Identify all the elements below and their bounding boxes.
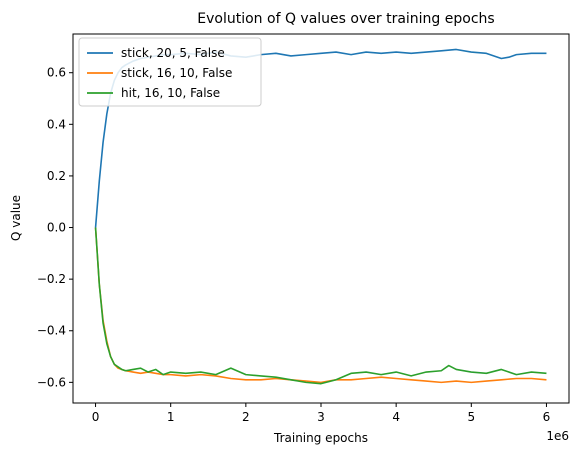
x-tick-label: 4 xyxy=(392,410,400,424)
y-tick-label: 0.0 xyxy=(47,221,66,235)
chart-title: Evolution of Q values over training epoc… xyxy=(197,11,494,27)
axis-ticks: 0 1 2 3 4 5 6 −0.6 −0.4 −0.2 0.0 0.2 0.4 0.6 xyxy=(37,66,550,424)
y-tick-label: −0.2 xyxy=(37,272,66,286)
legend-label-3: hit, 16, 10, False xyxy=(121,86,220,100)
series-line-3 xyxy=(94,227,547,385)
x-tick-label: 1 xyxy=(167,410,175,424)
y-axis-label: Q value xyxy=(9,195,23,241)
x-axis-offset-label: 1e6 xyxy=(546,429,569,443)
y-tick-label: 0.2 xyxy=(47,169,66,183)
x-tick-label: 2 xyxy=(242,410,250,424)
x-tick-label: 0 xyxy=(92,410,100,424)
legend-label-2: stick, 16, 10, False xyxy=(121,66,232,80)
x-tick-label: 6 xyxy=(543,410,551,424)
legend-label-1: stick, 20, 5, False xyxy=(121,46,225,60)
x-axis-label: Training epochs xyxy=(273,431,368,445)
y-tick-label: −0.4 xyxy=(37,324,66,338)
legend: stick, 20, 5, False stick, 16, 10, False h… xyxy=(78,37,262,107)
legend-box xyxy=(78,37,262,107)
x-tick-label: 5 xyxy=(467,410,475,424)
y-tick-label: −0.6 xyxy=(37,375,66,389)
x-tick-label: 3 xyxy=(317,410,325,424)
y-tick-label: 0.6 xyxy=(47,66,66,80)
y-tick-label: 0.4 xyxy=(47,117,66,131)
